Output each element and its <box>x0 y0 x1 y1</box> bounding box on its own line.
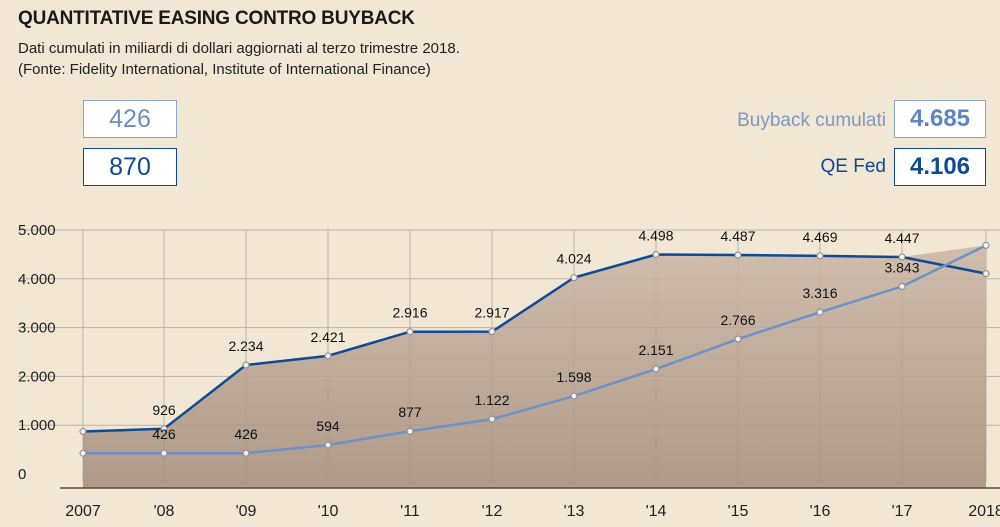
data-point <box>898 253 906 261</box>
x-tick-label: '11 <box>400 503 420 520</box>
data-label: 4.498 <box>638 227 673 243</box>
data-point <box>79 449 87 457</box>
data-point <box>406 328 414 336</box>
y-tick-label: 1.000 <box>18 417 56 434</box>
data-point <box>488 328 496 336</box>
y-tick-label: 5.000 <box>18 222 56 239</box>
x-tick-label: '08 <box>154 503 175 520</box>
data-point <box>734 251 742 259</box>
data-label: 2.916 <box>392 305 427 321</box>
x-tick-label: 2018 <box>968 503 1000 520</box>
data-point <box>160 449 168 457</box>
data-point <box>324 352 332 360</box>
data-label: 4.469 <box>802 229 837 245</box>
x-tick-label: '13 <box>564 503 585 520</box>
data-label: 4.487 <box>720 228 755 244</box>
data-label: 426 <box>234 426 258 442</box>
y-tick-label: 0 <box>18 466 26 483</box>
data-label: 2.766 <box>720 312 755 328</box>
data-point <box>652 365 660 373</box>
data-point <box>982 270 990 278</box>
y-tick-label: 2.000 <box>18 368 56 385</box>
buyback-legend-label: Buyback cumulati <box>737 110 886 131</box>
chart-source: (Fonte: Fidelity International, Institut… <box>18 61 431 78</box>
data-label: 2.234 <box>228 338 263 354</box>
data-point <box>324 441 332 449</box>
buyback-start-box: 426 <box>83 100 177 138</box>
data-label: 4.024 <box>556 251 591 267</box>
chart-title: QUANTITATIVE EASING CONTRO BUYBACK <box>18 8 415 29</box>
x-tick-label: '12 <box>482 503 503 520</box>
data-point <box>816 308 824 316</box>
data-label: 3.316 <box>802 285 837 301</box>
x-tick-label: '17 <box>892 503 913 520</box>
data-point <box>242 449 250 457</box>
x-tick-label: '16 <box>810 503 831 520</box>
data-point <box>79 428 87 436</box>
x-tick-label: '14 <box>646 503 667 520</box>
data-label: 1.598 <box>556 369 591 385</box>
y-tick-label: 4.000 <box>18 271 56 288</box>
data-point <box>242 361 250 369</box>
data-label: 877 <box>398 404 422 420</box>
data-point <box>160 425 168 433</box>
x-tick-label: '10 <box>318 503 339 520</box>
x-tick-label: '09 <box>236 503 257 520</box>
data-point <box>898 282 906 290</box>
data-label: 3.843 <box>884 259 919 275</box>
data-point <box>488 415 496 423</box>
buyback-end-box: 4.685 <box>894 100 986 138</box>
data-label: 426 <box>152 426 176 442</box>
data-label: 594 <box>316 418 340 434</box>
data-label: 1.122 <box>474 392 509 408</box>
chart-area-fill <box>83 245 986 488</box>
x-tick-label: 2007 <box>65 503 101 520</box>
data-point <box>734 335 742 343</box>
data-label: 2.151 <box>638 342 673 358</box>
x-tick-label: '15 <box>728 503 749 520</box>
qe-end-box: 4.106 <box>894 148 986 186</box>
data-point <box>406 427 414 435</box>
data-label: 2.421 <box>310 329 345 345</box>
chart-subtitle: Dati cumulati in miliardi di dollari agg… <box>18 40 460 57</box>
data-label: 4.447 <box>884 230 919 246</box>
data-point <box>982 241 990 249</box>
data-point <box>816 252 824 260</box>
data-label: 2.917 <box>474 305 509 321</box>
data-point <box>570 274 578 282</box>
data-point <box>652 250 660 258</box>
qe-start-box: 870 <box>83 148 177 186</box>
data-point <box>570 392 578 400</box>
qe-legend-label: QE Fed <box>820 156 886 177</box>
data-label: 926 <box>152 402 176 418</box>
y-tick-label: 3.000 <box>18 320 56 337</box>
series-line-buyback <box>83 244 987 455</box>
series-line-qe <box>82 253 987 433</box>
